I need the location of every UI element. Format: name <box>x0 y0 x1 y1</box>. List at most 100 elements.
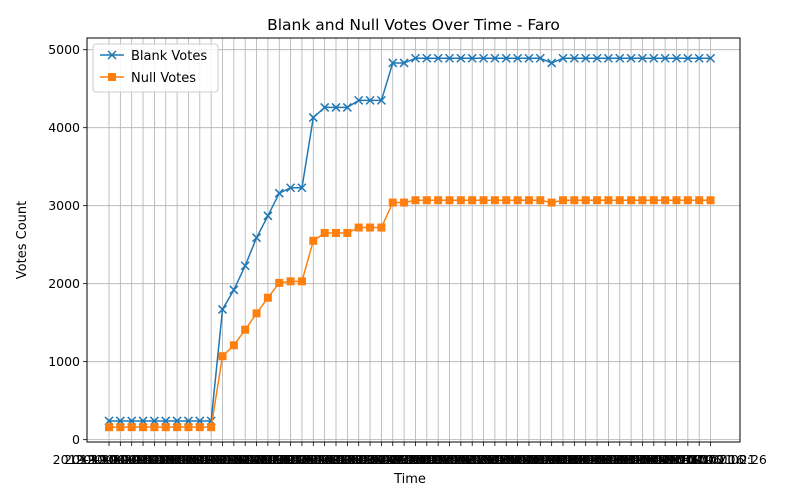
point-marker <box>547 198 556 207</box>
point-marker <box>116 423 125 432</box>
x-tick-label: 2019-10-06 22:11 <box>348 452 461 467</box>
x-tick-label: 2019-10-06 20:56 <box>178 452 291 467</box>
point-marker <box>195 423 204 432</box>
x-tick-label: 2019-10-06 20:11 <box>75 452 188 467</box>
x-tick-label: 2019-10-06 22:31 <box>393 452 506 467</box>
x-tick-label: 2019-10-06 21:51 <box>302 452 415 467</box>
x-tick-label: 2019-10-06 23:26 <box>518 452 631 467</box>
point-marker <box>649 196 658 205</box>
point-marker <box>558 53 568 63</box>
series-line <box>109 57 711 422</box>
point-marker <box>286 183 296 193</box>
point-marker <box>105 423 113 432</box>
point-marker <box>706 53 716 63</box>
legend-box <box>92 43 219 93</box>
point-marker <box>308 113 318 123</box>
point-marker <box>637 53 647 63</box>
x-tick-label: 2019-10-06 20:21 <box>98 452 211 467</box>
point-marker <box>513 53 523 63</box>
point-marker <box>627 196 636 205</box>
point-marker <box>388 58 398 68</box>
x-tick-label: 2019-10-07 00:06 <box>609 452 722 467</box>
point-marker <box>184 423 193 432</box>
point-marker <box>434 196 443 205</box>
point-marker <box>388 198 397 207</box>
point-marker <box>263 293 272 302</box>
point-marker <box>433 53 443 63</box>
y-tick-label: 4000 <box>48 120 80 135</box>
x-tick-label: 2019-10-06 20:01 <box>53 452 166 467</box>
point-marker <box>400 198 409 207</box>
point-marker <box>207 423 216 432</box>
point-marker <box>275 278 284 287</box>
x-tick-label: 2019-10-06 23:01 <box>461 452 574 467</box>
point-marker <box>139 423 148 432</box>
y-tick-label: 1000 <box>48 354 80 369</box>
x-tick-label: 2019-10-06 22:56 <box>450 452 563 467</box>
point-marker <box>332 228 340 237</box>
point-marker <box>581 196 590 205</box>
point-marker <box>660 53 670 63</box>
y-axis-label: Votes Count <box>15 201 30 279</box>
point-marker <box>603 53 613 63</box>
y-ticks: 0 1000 2000 3000 4000 5000 <box>48 42 87 447</box>
point-marker <box>286 277 295 286</box>
point-marker <box>422 196 431 205</box>
x-tick-label: 2019-10-06 21:01 <box>189 452 302 467</box>
point-marker <box>615 53 625 63</box>
x-tick-label: 2019-10-06 20:36 <box>132 452 245 467</box>
point-marker <box>297 183 307 193</box>
x-tick-label: 2019-10-06 23:41 <box>552 452 665 467</box>
x-tick-label: 2019-10-07 00:11 <box>620 452 733 467</box>
legend-marker-blank <box>107 50 117 60</box>
legend-label-null: Null Votes <box>131 71 196 86</box>
x-tick-label: 2019-10-06 21:16 <box>223 452 336 467</box>
series-line <box>109 199 711 428</box>
point-marker <box>240 261 250 271</box>
y-tick-label: 2000 <box>48 276 80 291</box>
point-marker <box>331 102 341 112</box>
point-marker <box>376 95 386 105</box>
point-marker <box>513 196 522 205</box>
x-tick-label: 2019-10-06 21:46 <box>291 452 404 467</box>
x-tick-label: 2019-10-06 21:26 <box>246 452 359 467</box>
x-tick-label: 2019-10-06 23:36 <box>541 452 654 467</box>
y-tick-label: 3000 <box>48 198 80 213</box>
point-marker <box>252 309 261 318</box>
point-marker <box>604 196 613 205</box>
point-marker <box>626 53 636 63</box>
point-marker <box>173 423 182 432</box>
point-marker <box>297 277 306 286</box>
point-marker <box>217 304 228 314</box>
x-tick-label: 2019-10-06 20:51 <box>166 452 279 467</box>
point-marker <box>547 58 557 68</box>
point-marker <box>354 223 363 232</box>
x-tick-label: 2019-10-06 21:11 <box>212 452 325 467</box>
x-tick-label: 2019-10-06 23:16 <box>495 452 608 467</box>
point-marker <box>342 102 352 112</box>
x-tick-label: 2019-10-06 20:06 <box>64 452 177 467</box>
point-marker <box>456 53 466 63</box>
point-marker <box>445 196 454 205</box>
x-tick-label: 2019-10-06 21:36 <box>268 452 381 467</box>
point-marker <box>490 53 500 63</box>
point-marker <box>365 95 375 105</box>
x-tick-label: 2019-10-06 22:01 <box>325 452 438 467</box>
x-axis-label: Time <box>393 472 426 487</box>
point-marker <box>161 423 170 432</box>
point-marker <box>320 102 330 112</box>
point-marker <box>127 423 136 432</box>
point-marker <box>377 223 386 232</box>
point-marker <box>479 53 489 63</box>
point-marker <box>252 233 262 243</box>
point-marker <box>524 196 533 205</box>
point-marker <box>559 196 567 205</box>
x-tick-label: 2019-10-06 23:11 <box>484 452 597 467</box>
point-marker <box>501 53 511 63</box>
point-marker <box>672 196 681 205</box>
point-marker <box>467 53 477 63</box>
legend-label-blank: Blank Votes <box>131 49 207 64</box>
x-tick-label: 2019-10-06 21:56 <box>314 452 427 467</box>
point-marker <box>592 53 602 63</box>
